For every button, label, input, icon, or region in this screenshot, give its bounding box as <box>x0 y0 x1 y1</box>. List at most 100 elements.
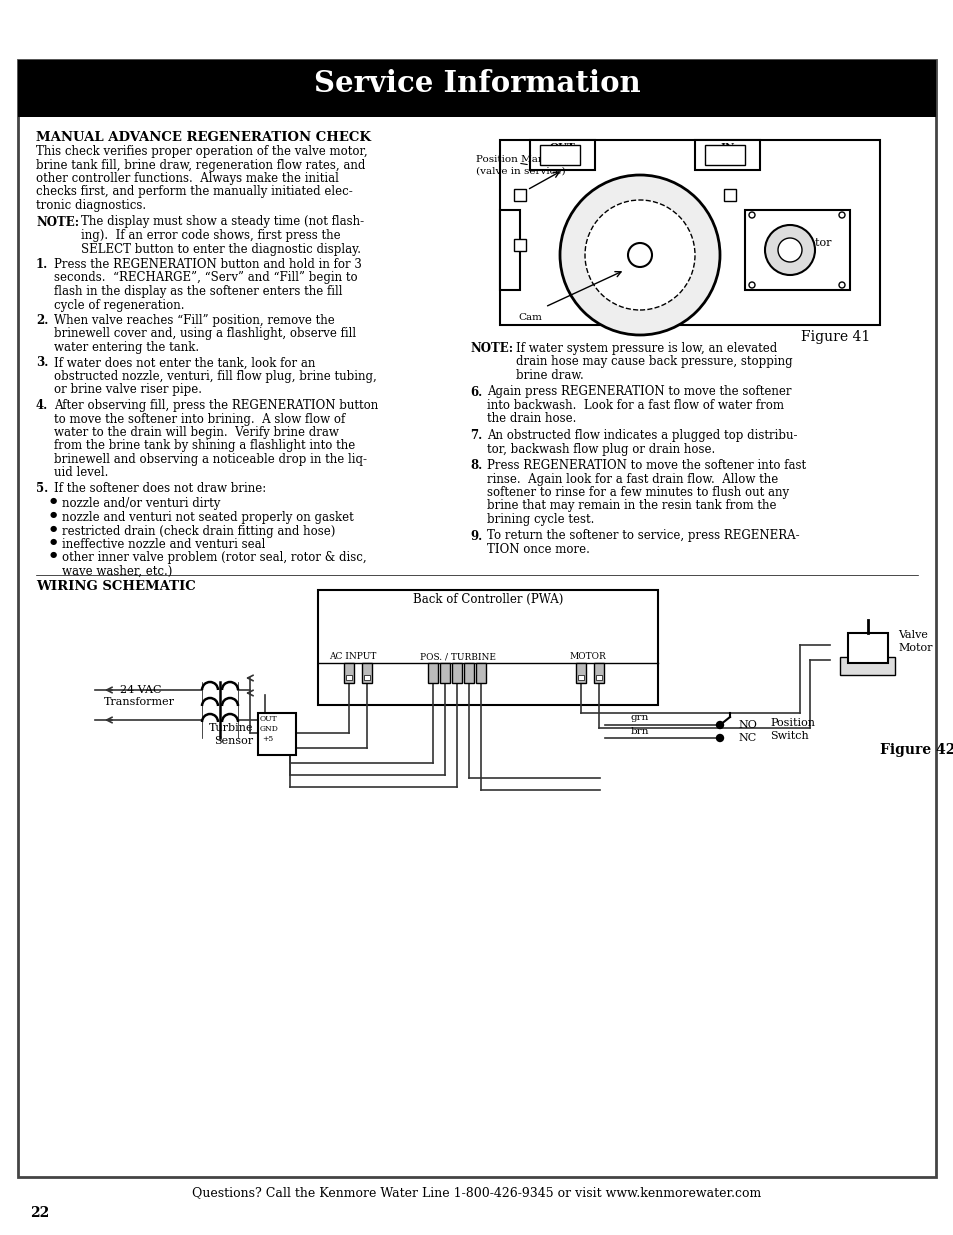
Text: 9.: 9. <box>470 530 482 542</box>
Text: 8.: 8. <box>470 459 482 472</box>
Text: Valve: Valve <box>897 630 927 640</box>
Text: If water does not enter the tank, look for an: If water does not enter the tank, look f… <box>54 357 315 369</box>
Bar <box>499 210 519 290</box>
Text: ing).  If an error code shows, first press the: ing). If an error code shows, first pres… <box>81 228 340 242</box>
Text: ●: ● <box>50 525 57 532</box>
Text: +5: +5 <box>262 735 273 743</box>
Text: other controller functions.  Always make the initial: other controller functions. Always make … <box>36 172 338 185</box>
Text: tronic diagnostics.: tronic diagnostics. <box>36 199 146 212</box>
Bar <box>695 140 760 170</box>
Bar <box>428 663 437 683</box>
Text: AC INPUT: AC INPUT <box>329 652 376 661</box>
Text: brn: brn <box>630 727 649 736</box>
Text: ●: ● <box>50 538 57 546</box>
Text: 7.: 7. <box>470 429 482 442</box>
Circle shape <box>627 243 651 267</box>
Text: to move the softener into brining.  A slow flow of: to move the softener into brining. A slo… <box>54 412 345 426</box>
Text: ●: ● <box>50 511 57 519</box>
Text: MOTOR: MOTOR <box>569 652 606 661</box>
Text: obstructed nozzle, venturi, fill flow plug, brine tubing,: obstructed nozzle, venturi, fill flow pl… <box>54 370 376 383</box>
Text: 5.: 5. <box>36 482 49 495</box>
Bar <box>723 189 735 201</box>
Text: softener to rinse for a few minutes to flush out any: softener to rinse for a few minutes to f… <box>486 487 788 499</box>
Text: GND: GND <box>260 725 278 734</box>
Text: or brine valve riser pipe.: or brine valve riser pipe. <box>54 384 202 396</box>
Text: NOTE:: NOTE: <box>470 342 513 354</box>
Text: 3.: 3. <box>36 357 49 369</box>
Bar <box>578 676 583 680</box>
Text: If the softener does not draw brine:: If the softener does not draw brine: <box>54 482 266 495</box>
Bar <box>840 657 894 676</box>
Text: brinewell and observing a noticeable drop in the liq-: brinewell and observing a noticeable dro… <box>54 453 367 466</box>
Bar <box>499 140 879 325</box>
Text: If water system pressure is low, an elevated: If water system pressure is low, an elev… <box>516 342 777 354</box>
Text: Press REGENERATION to move the softener into fast: Press REGENERATION to move the softener … <box>486 459 805 472</box>
Text: into backwash.  Look for a fast flow of water from: into backwash. Look for a fast flow of w… <box>486 399 783 412</box>
Text: POS. / TURBINE: POS. / TURBINE <box>419 652 496 661</box>
Text: water to the drain will begin.  Verify brine draw: water to the drain will begin. Verify br… <box>54 426 338 438</box>
Circle shape <box>584 200 695 310</box>
Circle shape <box>716 721 722 729</box>
Text: After observing fill, press the REGENERATION button: After observing fill, press the REGENERA… <box>54 399 377 412</box>
Text: nozzle and venturi not seated properly on gasket: nozzle and venturi not seated properly o… <box>62 511 354 524</box>
Bar <box>452 663 461 683</box>
Text: brining cycle test.: brining cycle test. <box>486 513 594 526</box>
Bar <box>18 61 935 117</box>
Text: 6.: 6. <box>470 385 482 399</box>
Text: ●: ● <box>50 552 57 559</box>
Bar <box>704 144 744 165</box>
Text: This check verifies proper operation of the valve motor,: This check verifies proper operation of … <box>36 144 367 158</box>
Text: OUT: OUT <box>260 715 277 722</box>
Circle shape <box>838 212 844 219</box>
Text: tor, backwash flow plug or drain hose.: tor, backwash flow plug or drain hose. <box>486 442 715 456</box>
Text: Sensor: Sensor <box>213 736 253 746</box>
Text: Position Markers: Position Markers <box>476 156 565 164</box>
Text: uid level.: uid level. <box>54 467 109 479</box>
Text: TION once more.: TION once more. <box>486 543 589 556</box>
Text: 24 VAC: 24 VAC <box>120 685 161 695</box>
Text: flash in the display as the softener enters the fill: flash in the display as the softener ent… <box>54 285 342 298</box>
Bar <box>847 634 887 663</box>
Bar <box>476 663 485 683</box>
Text: Motor: Motor <box>897 643 931 653</box>
Text: When valve reaches “Fill” position, remove the: When valve reaches “Fill” position, remo… <box>54 314 335 327</box>
Bar <box>514 240 525 251</box>
Text: the drain hose.: the drain hose. <box>486 412 576 426</box>
Text: Cam: Cam <box>517 312 541 322</box>
Text: checks first, and perform the manually initiated elec-: checks first, and perform the manually i… <box>36 185 353 199</box>
Bar <box>530 140 595 170</box>
Text: Figure 42: Figure 42 <box>879 743 953 757</box>
Text: Figure 41: Figure 41 <box>800 330 869 345</box>
Text: NC: NC <box>738 734 756 743</box>
Text: Service Information: Service Information <box>314 68 639 98</box>
Text: water entering the tank.: water entering the tank. <box>54 341 199 354</box>
Text: IN: IN <box>720 143 735 152</box>
Text: nozzle and/or venturi dirty: nozzle and/or venturi dirty <box>62 498 220 510</box>
Text: rinse.  Again look for a fast drain flow.  Allow the: rinse. Again look for a fast drain flow.… <box>486 473 778 485</box>
Bar <box>596 676 601 680</box>
Text: wave washer, etc.): wave washer, etc.) <box>62 564 172 578</box>
Text: Press the REGENERATION button and hold in for 3: Press the REGENERATION button and hold i… <box>54 258 361 270</box>
Text: grn: grn <box>630 713 648 722</box>
Text: Transformer: Transformer <box>104 697 174 706</box>
Circle shape <box>838 282 844 288</box>
Bar <box>364 676 370 680</box>
Text: ineffective nozzle and venturi seal: ineffective nozzle and venturi seal <box>62 538 265 551</box>
Text: NOTE:: NOTE: <box>36 215 79 228</box>
Text: 2.: 2. <box>36 314 49 327</box>
Text: 4.: 4. <box>36 399 49 412</box>
Bar <box>594 663 603 683</box>
Text: (valve in service): (valve in service) <box>476 167 565 177</box>
Text: 22: 22 <box>30 1207 50 1220</box>
Text: other inner valve problem (rotor seal, rotor & disc,: other inner valve problem (rotor seal, r… <box>62 552 366 564</box>
Bar <box>463 663 474 683</box>
Text: The display must show a steady time (not flash-: The display must show a steady time (not… <box>81 215 364 228</box>
Text: cycle of regeneration.: cycle of regeneration. <box>54 299 184 311</box>
Text: To return the softener to service, press REGENERA-: To return the softener to service, press… <box>486 530 799 542</box>
Text: SELECT button to enter the diagnostic display.: SELECT button to enter the diagnostic di… <box>81 242 360 256</box>
Text: MANUAL ADVANCE REGENERATION CHECK: MANUAL ADVANCE REGENERATION CHECK <box>36 131 371 144</box>
Circle shape <box>778 238 801 262</box>
Text: brine tank fill, brine draw, regeneration flow rates, and: brine tank fill, brine draw, regeneratio… <box>36 158 365 172</box>
Text: from the brine tank by shining a flashlight into the: from the brine tank by shining a flashli… <box>54 440 355 452</box>
Text: Back of Controller (PWA): Back of Controller (PWA) <box>413 593 562 606</box>
